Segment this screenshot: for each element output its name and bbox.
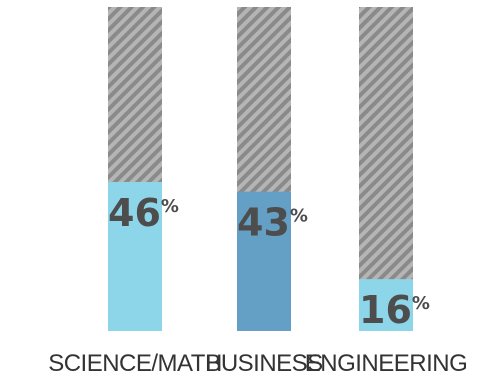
- category-label-science-math: SCIENCE/MATH: [48, 350, 222, 377]
- category-label-engineering: ENGINEERING: [305, 350, 468, 377]
- labels-group: 46% SCIENCE/MATH 43% BUSINESS 16% ENGINEERING: [48, 191, 468, 377]
- bar-science-math: [108, 181, 162, 331]
- value-label-business: 43%: [237, 201, 308, 245]
- value-number: 46: [108, 191, 161, 235]
- bars-group: [108, 7, 413, 331]
- bar-business: [237, 191, 291, 331]
- value-number: 43: [237, 201, 290, 245]
- value-label-science-math: 46%: [108, 191, 179, 235]
- bar-engineering: [359, 279, 413, 331]
- bar-track-engineering: [359, 7, 413, 331]
- value-percent-sign: %: [412, 293, 430, 314]
- value-percent-sign: %: [161, 196, 179, 217]
- value-percent-sign: %: [290, 206, 308, 227]
- value-number: 16: [359, 288, 412, 332]
- value-label-engineering: 16%: [359, 288, 430, 332]
- category-label-business: BUSINESS: [205, 350, 322, 377]
